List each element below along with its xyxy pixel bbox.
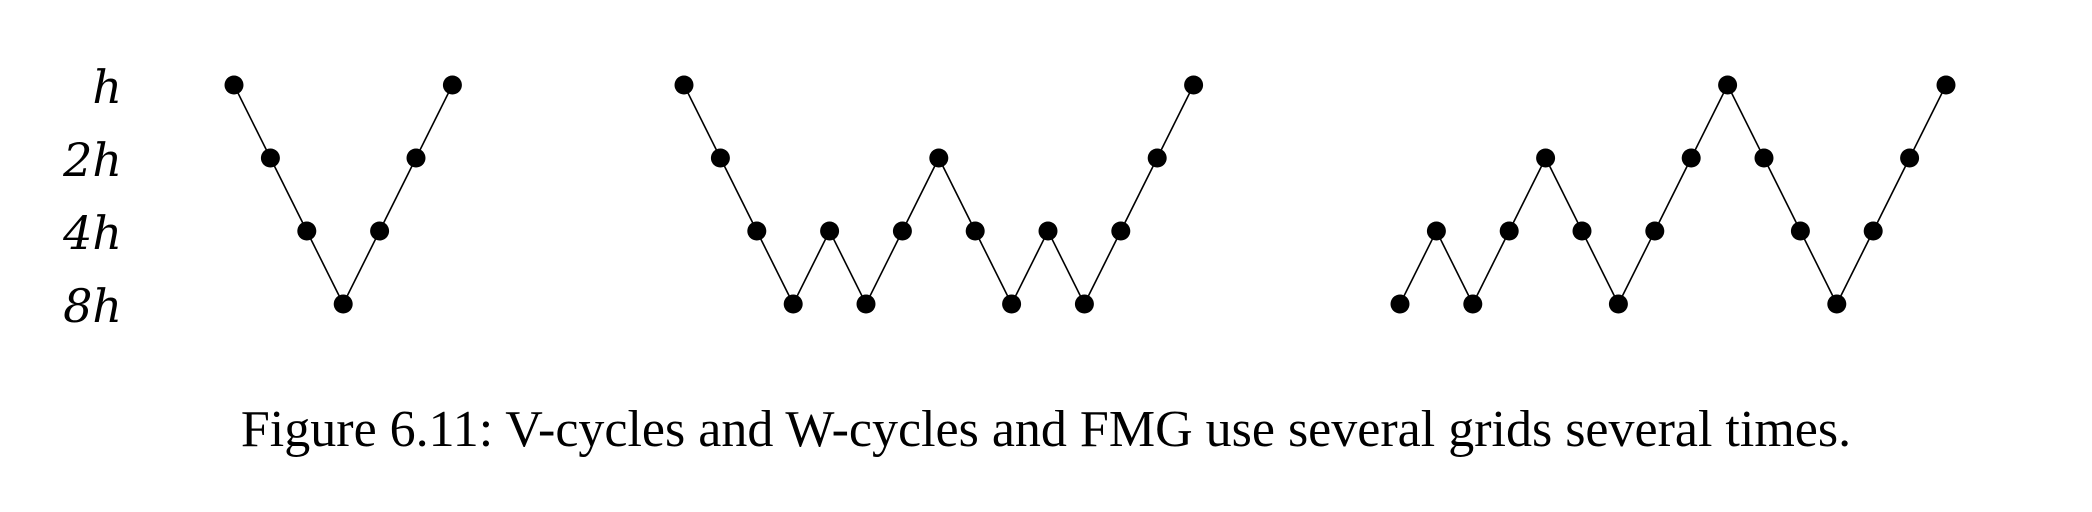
level-label-4h: 4h (62, 206, 122, 260)
fmg-node (1390, 294, 1410, 314)
v-cycle-edge (415, 84, 454, 159)
fmg-edge (1908, 84, 1947, 159)
w-cycle-node (1111, 221, 1131, 241)
fmg-edge (1617, 230, 1656, 305)
w-cycle-edge (1120, 157, 1158, 232)
fmg-edge (1399, 230, 1438, 305)
v-cycle-node (406, 148, 426, 168)
w-cycle-edge (1083, 230, 1122, 305)
level-label-2h: 2h (62, 133, 122, 187)
w-cycle-edge (756, 230, 794, 305)
fmg-node (1718, 75, 1738, 95)
w-cycle-edge (938, 157, 976, 232)
fmg-edge (1508, 157, 1547, 232)
level-labels: h 2h 4h 8h (62, 60, 122, 333)
fmg-node (1426, 221, 1446, 241)
w-cycle-edge (974, 230, 1013, 305)
w-cycle-node (1038, 221, 1058, 241)
fmg-node (1645, 221, 1665, 241)
w-cycle-graph (674, 75, 1204, 314)
fmg-edge (1763, 157, 1802, 232)
v-cycle-node (260, 148, 280, 168)
w-cycle-node (710, 148, 730, 168)
figure-caption: Figure 6.11: V-cycles and W-cycles and F… (240, 401, 1852, 458)
w-cycle-node (1002, 294, 1022, 314)
v-cycle-edge (233, 84, 272, 159)
fmg-edge (1726, 84, 1765, 159)
v-cycle-edge (306, 230, 344, 305)
fmg-edge (1654, 157, 1692, 232)
v-cycle-edge (269, 157, 308, 232)
fmg-node (1463, 294, 1483, 314)
fmg-node (1754, 148, 1774, 168)
w-cycle-edge (1047, 230, 1086, 305)
w-cycle-edge (683, 84, 722, 159)
fmg-edge (1544, 157, 1583, 232)
fmg-edge (1799, 230, 1838, 305)
w-cycle-edge (901, 157, 940, 232)
v-cycle-node (297, 221, 317, 241)
w-cycle-node (783, 294, 803, 314)
fmg-node (1681, 148, 1701, 168)
fmg-cycle-graph (1390, 75, 1956, 314)
v-cycle-node (442, 75, 462, 95)
level-label-8h: 8h (63, 279, 122, 333)
fmg-edge (1581, 230, 1620, 305)
fmg-node (1900, 148, 1920, 168)
fmg-node (1827, 294, 1847, 314)
fmg-edge (1435, 230, 1474, 305)
w-cycle-node (965, 221, 985, 241)
w-cycle-node (1074, 294, 1094, 314)
v-cycle-node (370, 221, 390, 241)
fmg-node (1499, 221, 1519, 241)
fmg-node (1536, 148, 1556, 168)
w-cycle-edge (1010, 230, 1049, 305)
fmg-node (1790, 221, 1810, 241)
w-cycle-node (1147, 148, 1167, 168)
v-cycle-node (224, 75, 244, 95)
w-cycle-node (892, 221, 912, 241)
w-cycle-node (856, 294, 876, 314)
fmg-edge (1872, 157, 1911, 232)
w-cycle-node (929, 148, 949, 168)
fmg-node (1572, 221, 1592, 241)
v-cycle-edge (342, 230, 381, 305)
fmg-node (1936, 75, 1956, 95)
w-cycle-edge (865, 230, 904, 305)
fmg-edge (1472, 230, 1510, 305)
fmg-node (1608, 294, 1628, 314)
w-cycle-edge (1156, 84, 1195, 159)
level-label-h: h (92, 60, 122, 114)
fmg-node (1863, 221, 1883, 241)
v-cycle-graph (224, 75, 462, 314)
w-cycle-node (1184, 75, 1204, 95)
w-cycle-edge (828, 230, 867, 305)
v-cycle-edge (378, 157, 417, 232)
w-cycle-edge (792, 230, 831, 305)
w-cycle-node (820, 221, 840, 241)
v-cycle-node (333, 294, 353, 314)
w-cycle-edge (719, 157, 758, 232)
w-cycle-node (674, 75, 694, 95)
fmg-edge (1836, 230, 1874, 305)
fmg-edge (1690, 84, 1729, 159)
w-cycle-node (747, 221, 767, 241)
